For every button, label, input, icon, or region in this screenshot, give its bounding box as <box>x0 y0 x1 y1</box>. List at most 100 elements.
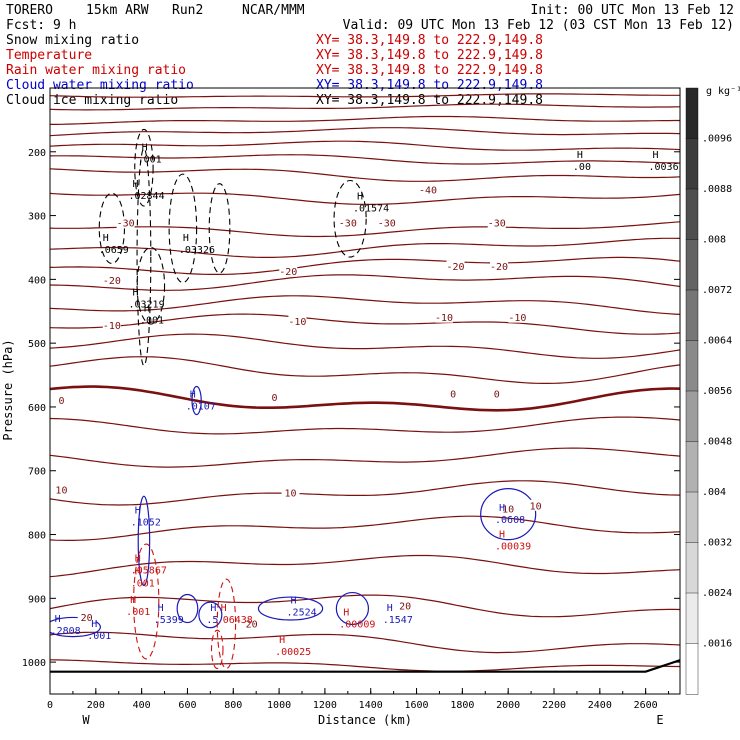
snow-cell-6 <box>136 246 166 325</box>
contour-label-bg-19 <box>499 503 518 515</box>
colorbar-tick-7: .004 <box>702 487 726 498</box>
contour-label-21: 20 <box>81 613 93 624</box>
contour-label-bg-17 <box>52 483 71 495</box>
colorbar-tick-4: .0064 <box>702 336 732 347</box>
extremum-value-9: .0107 <box>186 401 216 412</box>
extremum-marker-8: H <box>653 150 659 161</box>
extremum-marker-17: H <box>210 603 216 614</box>
colorbar-tick-2: .008 <box>702 235 726 246</box>
extremum-value-20: .00009 <box>339 620 375 631</box>
contour-label-0: -30 <box>117 219 135 230</box>
header-valid: Valid: 09 UTC Mon 13 Feb 12 (03 CST Mon … <box>343 18 734 33</box>
extremum-value-12: .00039 <box>495 542 531 553</box>
snow-cell-5 <box>333 179 367 258</box>
temperature-contour-20 <box>50 515 680 541</box>
colorbar-tick-8: .0032 <box>702 538 732 549</box>
header-grid: 15km ARW <box>86 3 149 18</box>
contour-label-bg-10 <box>288 315 307 327</box>
cloud-water-cell-6 <box>50 616 101 638</box>
contour-label-20: 10 <box>530 501 542 512</box>
contour-label-6: -20 <box>279 267 297 278</box>
extremum-marker-16: H <box>158 603 164 614</box>
extremum-value-7: .00 <box>573 162 591 173</box>
extremum-value-2: .0659 <box>99 245 129 256</box>
colorbar-swatch-10 <box>685 592 699 645</box>
field-xy-cloud-water: XY= 38.3,149.8 to 222.9,149.8 <box>316 78 543 93</box>
colorbar: .0096 .0088 .008 .0072 .0064 .0056 .0048 .004 .0… <box>685 87 732 695</box>
y-tick-label-1: 300 <box>28 212 46 223</box>
extremum-value-22: .2808 <box>51 626 81 637</box>
contour-label-2: -30 <box>378 219 396 230</box>
contour-label-15: 0 <box>450 390 456 401</box>
extremum-marker-11: H <box>499 503 505 514</box>
x-axis-label: Distance (km) <box>318 713 412 727</box>
temperature-contour-10 <box>50 256 680 275</box>
extremum-value-13: .05867 <box>131 565 167 576</box>
terrain-line <box>50 659 680 673</box>
extremum-marker-19: H <box>291 595 297 606</box>
colorbar-tick-5: .0056 <box>702 386 732 397</box>
contour-label-14: 0 <box>271 393 277 404</box>
x-tick-label-7: 1400 <box>359 700 383 711</box>
contour-label-bg-22 <box>242 617 261 629</box>
extremum-marker-23: H <box>91 619 97 630</box>
temperature-contour-1 <box>50 103 680 111</box>
field-label-cloud-water: Cloud water mixing ratio <box>6 78 194 93</box>
extremum-value-16: .5399 <box>154 615 184 626</box>
cloud-water-cell-0 <box>137 495 151 587</box>
y-tick-label-7: 900 <box>28 594 46 605</box>
field-xy-rain: XY= 38.3,149.8 to 222.9,149.8 <box>316 63 543 78</box>
contour-label-bg-5 <box>102 274 121 286</box>
contour-label-16: 0 <box>494 390 500 401</box>
temperature-contour-22 <box>50 594 680 618</box>
extremum-value-10: .1052 <box>131 517 161 528</box>
colorbar-swatch-0 <box>685 87 699 140</box>
extremum-value-18: .06438 <box>217 615 253 626</box>
y-tick-label-3: 500 <box>28 339 46 350</box>
plot-frame <box>49 87 681 695</box>
temperature-contour-24 <box>50 659 680 672</box>
extremum-value-3: .03326 <box>179 245 215 256</box>
extremum-value-5: .001 <box>140 315 164 326</box>
contour-label-bg-2 <box>377 217 396 229</box>
contour-label-bg-12 <box>508 311 527 323</box>
contour-label-23: 20 <box>399 601 411 612</box>
contour-label-22: 20 <box>246 619 258 630</box>
x-tick-label-10: 2000 <box>496 700 520 711</box>
temperature-contour-15 <box>50 356 680 384</box>
extremum-value-15: .001 <box>126 607 150 618</box>
contour-label-bg-3 <box>487 217 506 229</box>
extremum-value-6: .01574 <box>353 204 389 215</box>
snow-cell-0 <box>134 128 154 207</box>
temperature-contour-18 <box>50 447 680 468</box>
contour-label-bg-9 <box>102 319 121 331</box>
cloud-water-cell-7 <box>191 385 202 416</box>
x-tick-label-4: 800 <box>224 700 242 711</box>
contour-label-19: 10 <box>502 505 514 516</box>
colorbar-unit: g kg⁻¹ <box>706 86 740 97</box>
extremum-value-19: .2524 <box>287 607 317 618</box>
colorbar-swatch-1 <box>685 138 699 190</box>
extremum-marker-14: H <box>135 567 141 578</box>
contour-label-17: 10 <box>55 485 67 496</box>
rain-cell-0 <box>133 543 160 660</box>
temperature-contour-13 <box>50 313 680 335</box>
y-axis-label: Pressure (hPa) <box>1 339 15 440</box>
x-tick-label-12: 2400 <box>588 700 612 711</box>
extremum-value-4: .03219 <box>128 299 164 310</box>
x-tick-label-13: 2600 <box>634 700 658 711</box>
colorbar-swatch-2 <box>685 188 699 241</box>
rain-cell-1 <box>216 578 237 670</box>
y-tick-label-6: 800 <box>28 531 46 542</box>
snow-cell-4 <box>208 183 231 274</box>
y-tick-label-2: 400 <box>28 275 46 286</box>
extremum-value-8: .0036 <box>649 162 679 173</box>
y-tick-label-8: 1000 <box>22 658 46 669</box>
colorbar-tick-10: .0016 <box>702 639 732 650</box>
temperature-contour-23 <box>50 631 680 654</box>
header-model: TORERO <box>6 3 53 18</box>
colorbar-swatch-3 <box>685 239 699 291</box>
contour-label-1: -30 <box>339 219 357 230</box>
field-xy-temperature: XY= 38.3,149.8 to 222.9,149.8 <box>316 48 543 63</box>
extremum-marker-7: H <box>577 150 583 161</box>
